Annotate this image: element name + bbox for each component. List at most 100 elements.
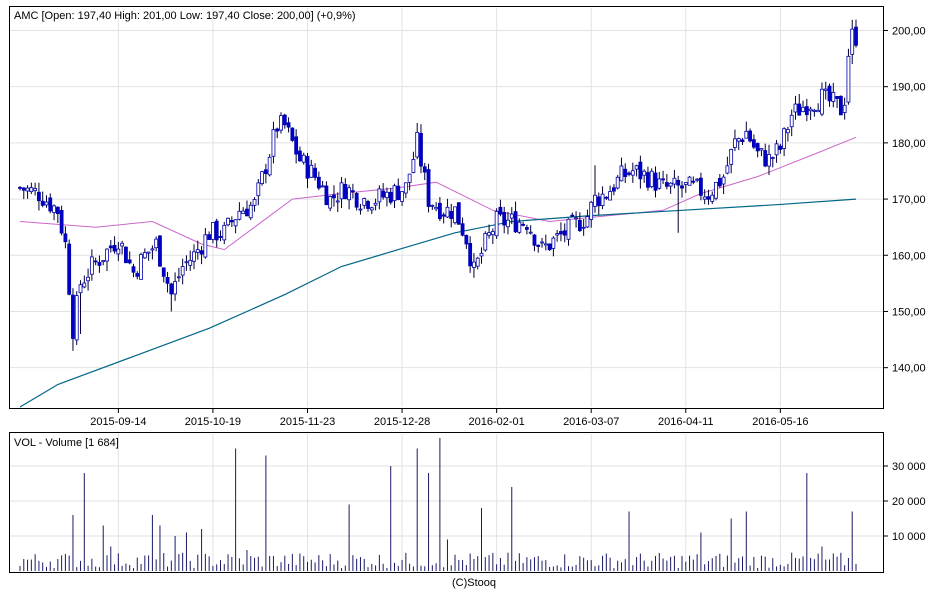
candle-body [816, 109, 821, 113]
price-tick-label: 170,00 [892, 194, 926, 206]
candle-body [108, 245, 113, 249]
candle-body [615, 176, 620, 189]
candle-body [78, 284, 83, 294]
price-tick-label: 190,00 [892, 82, 926, 94]
candle-body [653, 172, 658, 191]
candle-body [661, 178, 665, 181]
candle-body [782, 128, 787, 149]
candle-body [422, 166, 427, 173]
candle-body [55, 206, 60, 215]
candle-body [702, 196, 707, 200]
price-tick-label: 200,00 [892, 25, 926, 37]
candle-body [668, 182, 673, 187]
candle-body [543, 243, 548, 246]
candle-body [385, 191, 389, 199]
price-y-axis: 200,00 190,00 180,00 170,00 160,00 150,00 140,… [892, 25, 926, 374]
candle-body [139, 253, 143, 280]
candles [18, 19, 858, 351]
candle-body [547, 243, 552, 251]
candle-body [226, 217, 230, 226]
candle-body [40, 200, 45, 206]
candle-body [642, 170, 647, 176]
candle-body [683, 182, 688, 185]
candle-body [97, 262, 102, 266]
candle-body [623, 168, 628, 177]
candle-body [657, 178, 662, 189]
candle-body [789, 114, 794, 128]
candle-body [67, 243, 72, 295]
price-tick-label: 140,00 [892, 363, 926, 375]
candle-body [434, 206, 439, 210]
candle-body [706, 196, 711, 200]
candle-body [44, 201, 49, 206]
candle-body [120, 242, 125, 247]
candle-body [437, 202, 442, 220]
candle-body [725, 165, 730, 174]
candle-body [521, 223, 526, 226]
candle-body [744, 130, 749, 139]
candle-body [180, 266, 185, 276]
candle-body [498, 206, 503, 215]
candle-body [736, 138, 741, 142]
candle-body [472, 261, 476, 268]
candle-body [475, 257, 480, 267]
candle-body [596, 196, 601, 207]
candle-body [494, 211, 499, 237]
candle-body [279, 115, 283, 131]
candle-body [786, 129, 790, 134]
candle-body [192, 251, 196, 262]
candle-body [627, 172, 631, 175]
candle-body [112, 244, 117, 252]
candle-body [256, 182, 261, 197]
candle-body [770, 157, 775, 159]
candle-body [294, 136, 299, 155]
date-tick-label: 2015-09-14 [90, 416, 146, 428]
candle-body [460, 223, 465, 236]
candle-body [619, 165, 624, 182]
candle-body [150, 248, 155, 251]
candle-body [426, 169, 431, 207]
candle-body [131, 266, 136, 273]
candle-body [559, 231, 563, 235]
candle-body [585, 216, 590, 228]
candle-body [808, 108, 813, 112]
candle-body [570, 214, 575, 217]
candle-body [672, 177, 677, 185]
candle-body [222, 224, 227, 241]
candle-body [403, 182, 408, 194]
date-tick-label: 2015-11-23 [280, 416, 335, 428]
candle-body [842, 104, 847, 113]
candle-body [581, 226, 586, 229]
candle-body [105, 248, 109, 262]
candle-body [638, 161, 643, 180]
candle-body [407, 173, 412, 183]
candle-body [714, 181, 718, 199]
candle-body [248, 204, 253, 219]
candle-body [740, 139, 745, 143]
candle-body [74, 295, 79, 341]
candle-body [502, 212, 507, 226]
date-tick-label: 2015-12-28 [374, 416, 430, 428]
candle-body [691, 180, 696, 183]
price-tick-label: 180,00 [892, 138, 926, 150]
candle-body [490, 231, 495, 236]
candle-body [260, 171, 264, 185]
volume-title: VOL - Volume [1 684] [14, 437, 119, 449]
candle-body [169, 283, 174, 295]
volume-tick-label: 30 000 [892, 461, 926, 473]
candle-body [347, 187, 352, 201]
date-tick-label: 2016-04-11 [658, 416, 713, 428]
candle-body [362, 198, 367, 206]
date-tick-label: 2016-02-01 [468, 416, 524, 428]
candle-body [831, 92, 836, 102]
candle-body [801, 106, 805, 112]
candle-body [517, 221, 522, 233]
candle-body [373, 202, 378, 206]
candle-body [555, 233, 560, 236]
candle-body [483, 233, 488, 251]
candle-body [350, 190, 355, 193]
candle-body [343, 184, 348, 200]
candle-body [173, 281, 177, 295]
candle-body [850, 28, 855, 55]
